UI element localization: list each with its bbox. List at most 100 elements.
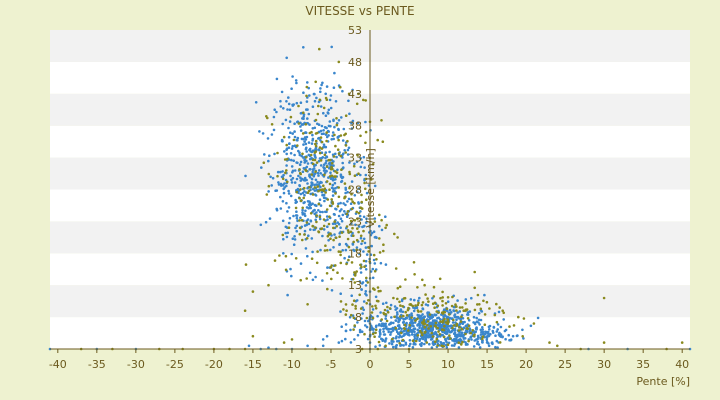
data-point: [319, 105, 323, 108]
data-point: [477, 318, 481, 322]
data-point: [377, 340, 381, 344]
data-point: [456, 311, 460, 314]
data-point: [411, 339, 415, 343]
data-point: [326, 198, 330, 201]
data-point: [281, 233, 285, 237]
data-point: [364, 324, 367, 327]
data-point: [295, 138, 299, 142]
data-point: [394, 336, 398, 340]
data-point: [307, 112, 311, 116]
data-point: [434, 313, 437, 317]
data-point: [327, 112, 330, 115]
data-point: [380, 218, 383, 222]
data-point: [307, 153, 311, 157]
data-point: [340, 325, 344, 329]
data-point: [313, 183, 316, 187]
data-point: [291, 144, 295, 148]
data-point: [276, 151, 279, 155]
data-point: [446, 322, 450, 326]
data-point: [293, 169, 297, 172]
data-point: [427, 327, 430, 330]
data-point: [477, 321, 480, 324]
data-point: [435, 337, 439, 341]
data-point: [359, 157, 363, 160]
data-point: [426, 323, 429, 327]
data-point: [405, 314, 409, 317]
data-point: [339, 310, 342, 313]
data-point: [305, 135, 309, 139]
data-point: [340, 168, 343, 171]
data-point: [440, 328, 444, 331]
data-point: [413, 327, 417, 331]
data-point: [356, 321, 359, 324]
data-point: [327, 162, 331, 165]
data-point: [371, 163, 375, 166]
data-point: [449, 337, 452, 340]
data-point: [358, 214, 362, 218]
data-point: [465, 330, 469, 334]
data-point: [444, 339, 448, 342]
data-point: [377, 289, 381, 293]
data-point: [383, 340, 387, 343]
data-point: [315, 220, 318, 224]
data-point: [286, 210, 289, 213]
data-point: [314, 144, 318, 148]
data-point: [501, 309, 505, 313]
data-point: [295, 177, 299, 181]
data-point: [304, 209, 307, 213]
data-point: [318, 198, 322, 201]
data-point: [378, 251, 382, 254]
data-point: [352, 316, 356, 320]
data-point: [481, 340, 484, 344]
data-point: [430, 331, 434, 335]
data-point: [319, 227, 323, 231]
data-point: [418, 339, 421, 343]
data-point: [330, 289, 334, 292]
data-point: [306, 182, 309, 185]
data-point: [389, 303, 393, 307]
data-point: [431, 335, 435, 338]
data-point: [303, 224, 307, 227]
data-point: [317, 159, 321, 163]
data-point: [461, 306, 464, 309]
data-point: [409, 298, 413, 301]
data-point: [421, 313, 424, 316]
data-point: [455, 305, 458, 308]
data-point: [295, 229, 299, 233]
data-point: [422, 320, 425, 324]
data-point: [413, 330, 416, 334]
data-point: [285, 152, 289, 156]
data-point: [357, 201, 360, 204]
data-point: [373, 262, 377, 265]
data-point: [401, 338, 405, 342]
data-point: [360, 207, 364, 210]
data-point: [321, 188, 324, 191]
data-point: [320, 124, 324, 128]
data-point: [427, 334, 431, 337]
data-point: [377, 324, 381, 327]
data-point: [314, 118, 318, 122]
data-point: [336, 221, 340, 224]
data-point: [321, 193, 324, 197]
data-point: [399, 315, 402, 318]
data-point: [362, 229, 365, 233]
data-point: [282, 187, 286, 191]
data-point: [414, 343, 417, 346]
data-point: [473, 339, 477, 342]
data-point: [328, 204, 332, 208]
data-point: [264, 220, 268, 224]
data-point: [319, 159, 323, 162]
data-point: [299, 160, 303, 164]
data-point: [304, 123, 308, 126]
data-point: [285, 148, 288, 152]
data-point: [338, 242, 342, 246]
data-point: [410, 318, 414, 322]
data-point: [295, 161, 298, 164]
data-point: [322, 106, 326, 110]
data-point: [480, 310, 484, 313]
data-point: [303, 212, 306, 215]
data-point: [373, 269, 377, 273]
data-point: [301, 170, 305, 173]
data-point: [281, 170, 284, 173]
data-point: [290, 87, 293, 90]
